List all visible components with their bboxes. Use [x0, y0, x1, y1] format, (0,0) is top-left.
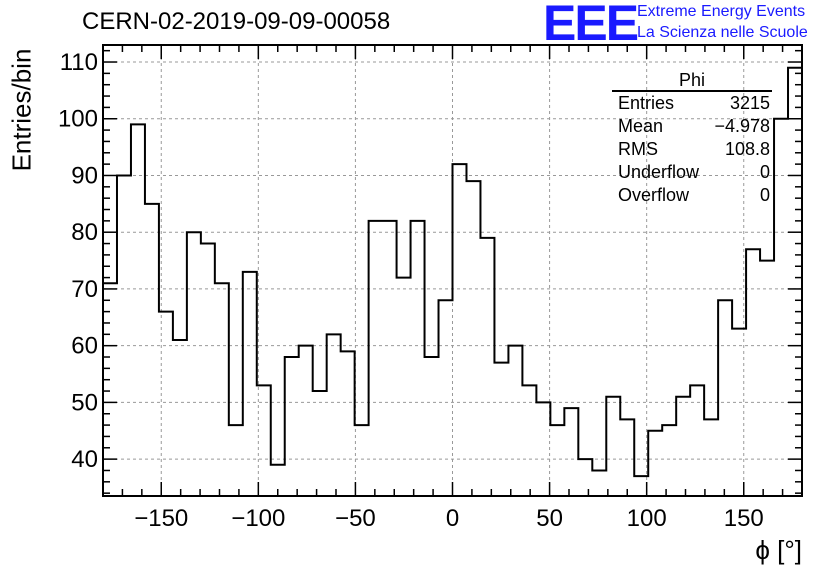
histogram-line [102, 66, 803, 496]
y-tick-label: 40 [71, 446, 98, 473]
logo-subtitle-2: La Scienza nelle Scuole [637, 24, 808, 41]
stats-value: 108.8 [724, 139, 770, 159]
stats-value: −4.978 [714, 116, 770, 136]
histogram-bin [173, 340, 187, 496]
histogram-bin [341, 351, 355, 496]
stats-label: Entries [618, 93, 675, 113]
stats-label: Underflow [618, 162, 700, 182]
histogram-bin [522, 385, 536, 496]
histogram-bin [494, 363, 508, 496]
stats-value: 0 [759, 162, 770, 182]
histogram-bin [760, 261, 774, 496]
x-tick-label: −150 [134, 505, 188, 532]
x-tick-label: −50 [335, 505, 376, 532]
histogram-bin [480, 238, 494, 496]
y-tick-label: 80 [71, 219, 98, 246]
histogram-bin [131, 124, 145, 496]
stats-value: 3215 [729, 93, 770, 113]
histogram-bin [411, 221, 425, 496]
stats-label: RMS [618, 139, 658, 159]
stats-row-rms: RMS 108.8 [612, 138, 772, 161]
histogram-bin [313, 391, 327, 496]
histogram-bin [229, 425, 243, 496]
histogram-bin [187, 232, 201, 496]
stats-row-overflow: Overflow 0 [612, 184, 772, 207]
y-tick-label: 60 [71, 333, 98, 360]
histogram-bin [299, 346, 313, 496]
histogram-bin [592, 470, 606, 496]
histogram-bin [327, 334, 341, 496]
histogram-bin [690, 385, 704, 496]
histogram-bin [159, 312, 173, 496]
histogram-bin [578, 459, 592, 496]
histogram-bin [606, 397, 620, 496]
x-tick-label: 150 [724, 505, 764, 532]
x-tick-label: 0 [446, 505, 459, 532]
histogram-bin [550, 425, 564, 496]
histogram-bin [718, 300, 732, 496]
histogram-bin [369, 221, 383, 496]
stats-row-underflow: Underflow 0 [612, 161, 772, 184]
histogram-bin [620, 419, 634, 496]
histogram-bin [439, 300, 453, 496]
x-tick-label: 50 [536, 505, 563, 532]
eee-logo: EEE [543, 0, 639, 51]
histogram-bin [746, 249, 760, 496]
y-tick-label: 70 [71, 276, 98, 303]
histogram-bin [564, 408, 578, 496]
stats-row-mean: Mean −4.978 [612, 115, 772, 138]
histogram-bin [648, 431, 662, 496]
stats-row-entries: Entries 3215 [612, 92, 772, 115]
histogram-bin [215, 283, 229, 496]
histogram-bin [704, 419, 718, 496]
logo-subtitle-1: Extreme Energy Events [637, 3, 806, 20]
histogram-bin [453, 164, 467, 496]
histogram-bin [117, 175, 131, 496]
histogram-bin [788, 68, 802, 496]
y-axis-label: Entries/bin [6, 48, 37, 172]
histogram-bin [536, 402, 550, 496]
histogram-bin [662, 425, 676, 496]
stats-value: 0 [759, 185, 770, 205]
histogram-bin [466, 181, 480, 496]
histogram-bin [243, 272, 257, 496]
histogram-bin [285, 357, 299, 496]
histogram-bin [383, 221, 397, 496]
histogram-bin [257, 385, 271, 496]
histogram-bin [676, 397, 690, 496]
histogram-bin [355, 425, 369, 496]
x-axis-label: ϕ [°] [755, 535, 802, 565]
stats-label: Overflow [618, 185, 690, 205]
histogram-bin [774, 119, 788, 496]
y-tick-label: 100 [58, 106, 98, 133]
y-tick-label: 50 [71, 389, 98, 416]
histogram-bin [732, 329, 746, 496]
histogram-bin [103, 283, 117, 496]
histogram-bin [201, 244, 215, 496]
stats-label: Mean [618, 116, 664, 136]
y-tick-label: 90 [71, 162, 98, 189]
x-tick-label: 100 [627, 505, 667, 532]
histogram-bin [508, 346, 522, 496]
histogram-bin [397, 278, 411, 496]
stats-box: Phi Entries 3215 Mean −4.978 RMS 108.8 U… [612, 70, 772, 207]
x-tick-label: −100 [231, 505, 285, 532]
y-tick-label: 110 [60, 49, 98, 76]
histogram-bin [425, 357, 439, 496]
chart-title: CERN-02-2019-09-09-00058 [82, 8, 391, 35]
stats-name: Phi [612, 70, 772, 92]
histogram-bin [145, 204, 159, 496]
